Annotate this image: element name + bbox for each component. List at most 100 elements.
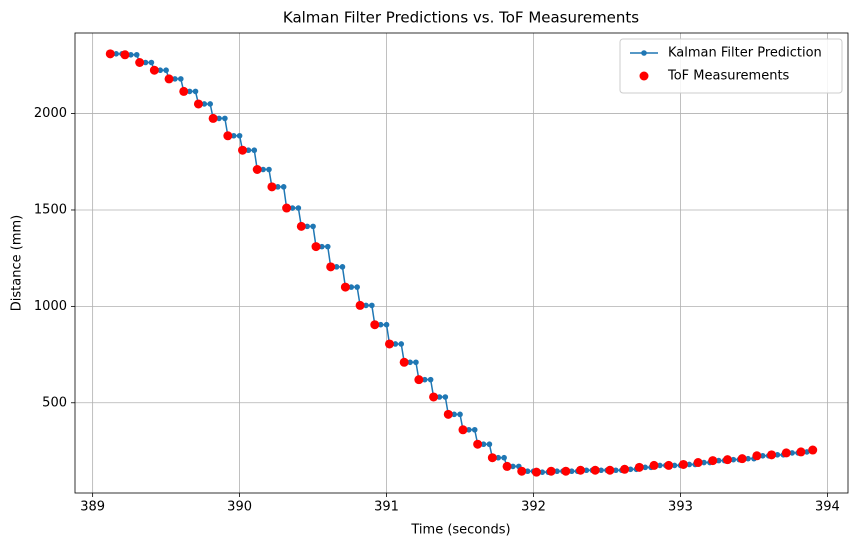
line-marker	[392, 341, 399, 347]
line-marker	[383, 321, 390, 328]
legend-box	[619, 38, 843, 94]
line-marker	[363, 302, 369, 309]
line-marker	[113, 51, 119, 57]
line-marker	[236, 132, 243, 139]
x-tick-label: 391	[374, 500, 399, 515]
line-marker	[398, 341, 405, 347]
line-marker	[715, 457, 722, 464]
scatter-point	[576, 465, 586, 475]
line-marker	[280, 184, 287, 190]
line-marker	[510, 463, 516, 470]
scatter-point	[193, 99, 203, 109]
scatter-point	[796, 447, 806, 457]
scatter-point	[135, 57, 145, 67]
scatter-point	[487, 453, 497, 463]
line-marker	[627, 466, 634, 473]
scatter-point	[252, 164, 262, 174]
scatter-point	[708, 456, 718, 466]
line-marker	[686, 461, 693, 468]
scatter-point	[473, 439, 483, 449]
legend-marker	[639, 71, 649, 81]
scatter-point	[355, 300, 365, 310]
line-marker	[216, 115, 222, 122]
line-marker	[745, 455, 751, 462]
line-marker	[480, 441, 487, 448]
scatter-point	[120, 50, 130, 60]
x-tick-label: 394	[815, 500, 840, 515]
line-marker	[421, 376, 428, 383]
scatter-point	[149, 65, 159, 75]
line-marker	[471, 426, 478, 433]
line-marker	[324, 243, 331, 250]
scatter-point	[384, 339, 394, 349]
scatter-point	[282, 203, 292, 213]
line-marker	[442, 394, 449, 400]
x-tick-label: 392	[521, 500, 546, 515]
line-marker	[295, 205, 302, 211]
scatter-point	[238, 145, 248, 155]
line-marker	[369, 302, 375, 309]
scatter-point	[458, 425, 468, 435]
line-marker	[457, 411, 463, 418]
line-marker	[539, 469, 546, 475]
x-tick-label: 390	[227, 500, 252, 515]
line-marker	[304, 223, 310, 230]
scatter-point	[678, 459, 688, 469]
line-marker	[142, 59, 149, 66]
line-marker	[804, 449, 810, 455]
line-marker	[319, 243, 325, 250]
scatter-point	[326, 262, 336, 272]
line-marker	[486, 441, 493, 448]
scatter-point	[781, 448, 791, 458]
line-marker	[163, 67, 169, 74]
line-marker	[451, 411, 457, 418]
scatter-point	[722, 455, 732, 465]
line-marker	[230, 132, 237, 139]
line-marker	[245, 147, 252, 154]
line-marker	[524, 468, 531, 475]
x-tick-label: 393	[668, 500, 693, 515]
line-marker	[148, 59, 155, 66]
line-marker	[201, 101, 208, 107]
line-marker	[568, 468, 575, 475]
line-marker	[222, 115, 228, 122]
line-marker	[413, 359, 419, 366]
line-marker	[671, 462, 678, 469]
y-axis-label: Distance (mm)	[10, 215, 25, 311]
scatter-point	[208, 113, 218, 123]
line-marker	[178, 76, 184, 82]
scatter-point	[517, 466, 527, 476]
line-marker	[192, 88, 199, 95]
scatter-point	[561, 466, 571, 476]
line-marker	[157, 67, 164, 74]
line-marker	[613, 467, 619, 474]
x-axis-label: Time (seconds)	[410, 523, 510, 538]
y-tick-label: 500	[42, 395, 67, 410]
scatter-point	[752, 451, 762, 461]
legend-label: Kalman Filter Prediction	[668, 46, 822, 61]
line-marker	[774, 452, 781, 458]
line-marker	[354, 284, 360, 290]
line-marker	[128, 51, 134, 58]
line-marker	[598, 467, 604, 474]
x-tick-label: 389	[80, 500, 105, 515]
line-marker	[348, 284, 355, 290]
line-marker	[207, 101, 214, 107]
scatter-point	[179, 86, 189, 96]
line-marker	[172, 76, 178, 82]
line-marker	[251, 147, 258, 154]
scatter-point	[267, 182, 277, 192]
line-marker	[289, 205, 296, 211]
line-marker	[333, 264, 340, 270]
scatter-point	[414, 375, 424, 385]
scatter-point	[693, 458, 703, 468]
scatter-point	[340, 282, 350, 292]
line-marker	[427, 376, 434, 383]
line-marker	[554, 468, 560, 475]
scatter-point	[531, 467, 541, 477]
chart-title: Kalman Filter Predictions vs. ToF Measur…	[283, 9, 639, 27]
line-marker	[466, 426, 472, 433]
scatter-point	[443, 409, 453, 419]
scatter-point	[767, 450, 777, 460]
legend-label: ToF Measurements	[667, 69, 790, 84]
